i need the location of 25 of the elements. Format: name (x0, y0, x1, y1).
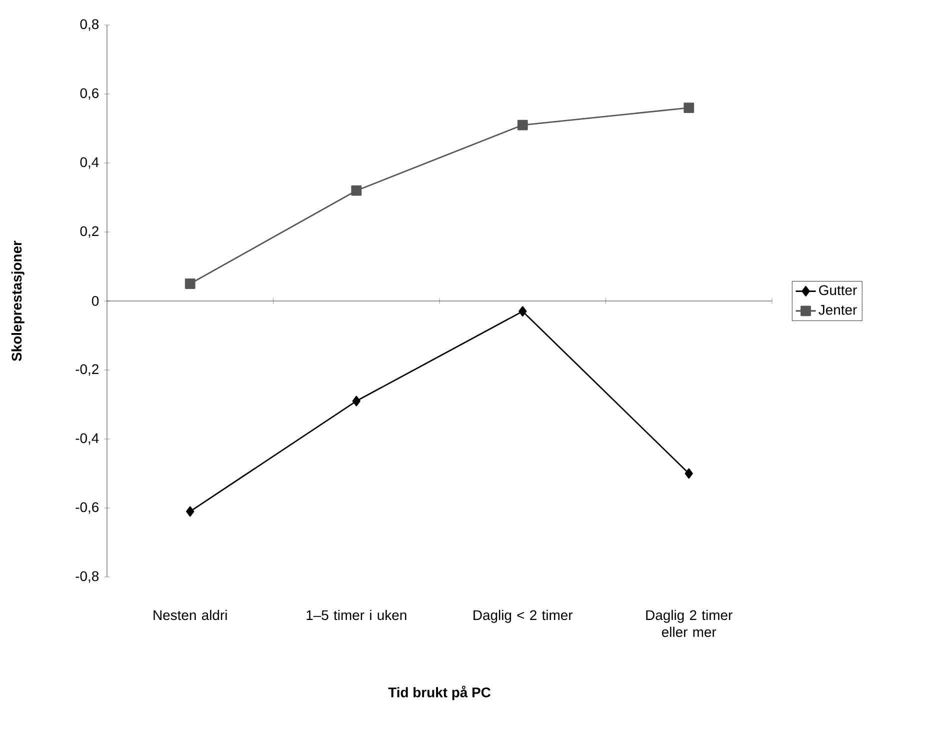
legend-label: Jenter (818, 305, 857, 315)
point (184, 278, 196, 289)
point (351, 185, 362, 196)
y-tick-label: -0,6 (76, 502, 99, 514)
x-axis-title: Tid brukt på PC (388, 686, 491, 700)
y-axis-title: Skoleprestasjoner (11, 240, 24, 362)
y-tick-label: 0,4 (80, 157, 99, 169)
point (684, 102, 694, 113)
y-tick-label: 0,2 (80, 226, 98, 238)
x-tick-label: Daglig 2 timer eller mer (646, 610, 732, 638)
y-tick-label: 0 (92, 296, 99, 306)
x-tick-label: Daglig < 2 timer (474, 610, 573, 623)
point (517, 120, 528, 130)
point (352, 396, 360, 406)
y-tick-label: -0,8 (76, 571, 99, 583)
y-tick-label: -0,2 (76, 364, 98, 376)
point (186, 506, 194, 517)
y-tick-label: -0,4 (76, 433, 99, 445)
x-tick-label: 1–5 timer i uken (306, 610, 406, 620)
legend-label: Gutter (819, 285, 857, 296)
point (684, 468, 693, 479)
x-tick-label: Nesten aldri (154, 610, 227, 620)
y-tick-label: 0,8 (80, 19, 99, 31)
point (518, 306, 527, 317)
y-tick-label: 0,6 (80, 88, 99, 100)
